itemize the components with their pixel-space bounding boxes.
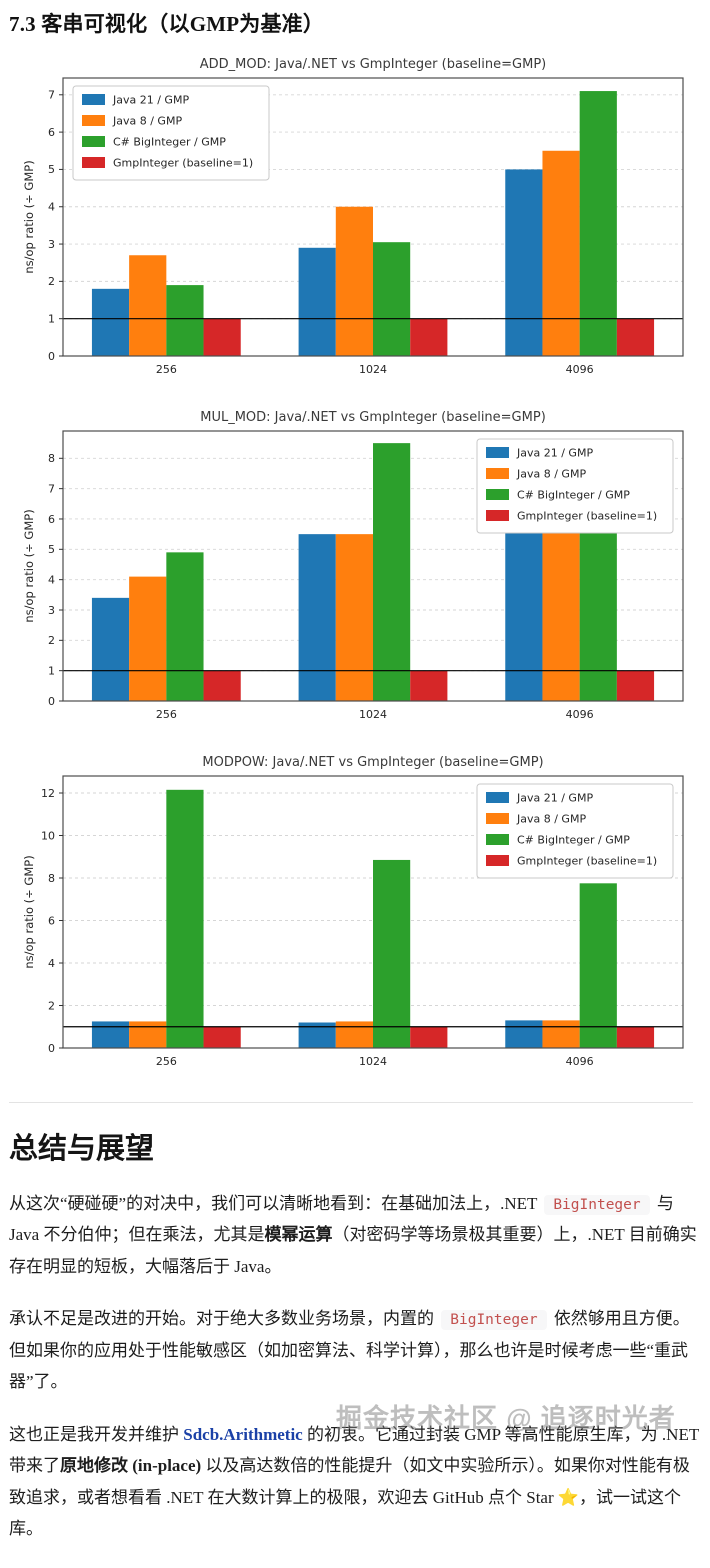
chart-modpow: MODPOW: Java/.NET vs GmpInteger (baselin… [21,752,701,1076]
text-run: 与 Java 不分伯仲；但在乘法，尤其是 [9,1194,674,1245]
svg-text:ADD_MOD: Java/.NET vs GmpInteg: ADD_MOD: Java/.NET vs GmpInteger (baseli… [200,57,546,72]
plot-border [62,430,684,702]
plot-border [62,775,684,1049]
summary-body: 从这次“硬碰硬”的对决中，我们可以清晰地看到：在基础加法上，.NET BigIn… [9,1188,701,1544]
mul-mod-chart: MUL_MOD: Java/.NET vs GmpInteger (baseli… [22,410,684,721]
svg-text:10: 10 [41,829,55,842]
text-run: 这也正是我开发并维护 [9,1424,184,1444]
svg-text:6: 6 [48,914,55,927]
svg-text:4: 4 [48,573,55,586]
svg-text:GmpInteger (baseline=1): GmpInteger (baseline=1) [517,510,657,523]
y-axis: 0 1 2 3 4 5 6 7 [48,89,63,363]
svg-text:Java 8 / GMP: Java 8 / GMP [516,468,586,481]
inline-link[interactable]: Sdcb.Arithmetic [183,1424,303,1444]
svg-text:7: 7 [48,89,55,102]
inline-code: BigInteger [544,1195,650,1215]
svg-text:4: 4 [48,957,55,970]
section-divider [9,1102,693,1103]
svg-text:C# BigInteger / GMP: C# BigInteger / GMP [113,136,226,149]
svg-text:Java 8 / GMP: Java 8 / GMP [112,115,182,128]
svg-text:4096: 4096 [566,708,594,721]
summary-paragraph-2: 承认不足是改进的开始。对于绝大多数业务场景，内置的 BigInteger 依然够… [9,1303,701,1397]
summary-paragraph-3: 这也正是我开发并维护 Sdcb.Arithmetic 的初衷。它通过封装 GMP… [9,1419,701,1545]
text-run: 承认不足是改进的开始。对于绝大多数业务场景，内置的 [9,1309,439,1329]
text-run: （对密码学等场景极其重要）上，.NET 目前确实存在明显的短板，大幅落后于 Ja… [9,1225,697,1276]
svg-text:256: 256 [156,1055,177,1068]
svg-text:8: 8 [48,452,55,465]
modpow-chart: MODPOW: Java/.NET vs GmpInteger (baselin… [22,755,684,1068]
svg-text:8: 8 [48,872,55,885]
svg-text:1024: 1024 [359,708,387,721]
svg-text:ns/op ratio (÷ GMP): ns/op ratio (÷ GMP) [22,160,36,273]
svg-text:2: 2 [48,999,55,1012]
svg-text:C# BigInteger / GMP: C# BigInteger / GMP [517,834,630,847]
summary-heading: 总结与展望 [9,1133,155,1165]
svg-text:Java 21 / GMP: Java 21 / GMP [112,94,189,107]
plot-border [62,77,684,357]
svg-text:256: 256 [156,363,177,376]
svg-text:GmpInteger (baseline=1): GmpInteger (baseline=1) [517,855,657,868]
svg-text:256: 256 [156,708,177,721]
bars [91,789,655,1048]
legend: Java 21 / GMP Java 8 / GMP C# BigInteger /… [476,783,674,879]
add-mod-chart: ADD_MOD: Java/.NET vs GmpInteger (baseli… [22,57,684,376]
svg-text:6: 6 [48,513,55,526]
svg-text:C# BigInteger / GMP: C# BigInteger / GMP [517,489,630,502]
svg-text:MUL_MOD: Java/.NET vs GmpInteg: MUL_MOD: Java/.NET vs GmpInteger (baseli… [200,410,546,425]
svg-text:3: 3 [48,238,55,251]
svg-text:0: 0 [48,1042,55,1055]
svg-text:6: 6 [48,126,55,139]
svg-text:3: 3 [48,604,55,617]
svg-text:1: 1 [48,312,55,325]
svg-text:4096: 4096 [566,363,594,376]
svg-text:5: 5 [48,543,55,556]
legend: Java 21 / GMP Java 8 / GMP C# BigInteger /… [72,85,270,181]
charts-section: ADD_MOD: Java/.NET vs GmpInteger (baseli… [21,50,701,1076]
svg-text:2: 2 [48,634,55,647]
svg-text:0: 0 [48,695,55,708]
svg-text:4096: 4096 [566,1055,594,1068]
svg-text:7: 7 [48,482,55,495]
svg-text:MODPOW: Java/.NET vs GmpIntege: MODPOW: Java/.NET vs GmpInteger (baselin… [202,755,543,770]
svg-text:1024: 1024 [359,363,387,376]
bars [91,91,655,357]
chart-add-mod: ADD_MOD: Java/.NET vs GmpInteger (baseli… [21,50,701,384]
summary-paragraph-1: 从这次“硬碰硬”的对决中，我们可以清晰地看到：在基础加法上，.NET BigIn… [9,1188,701,1282]
legend: Java 21 / GMP Java 8 / GMP C# BigInteger /… [476,438,674,534]
svg-text:ns/op ratio (÷ GMP): ns/op ratio (÷ GMP) [22,509,36,622]
svg-text:1024: 1024 [359,1055,387,1068]
text-run: 从这次“硬碰硬”的对决中，我们可以清晰地看到：在基础加法上，.NET [9,1194,542,1213]
svg-text:5: 5 [48,163,55,176]
svg-text:2: 2 [48,275,55,288]
page-title: 7.3 客串可视化（以GMP为基准） [9,12,325,36]
chart-mul-mod: MUL_MOD: Java/.NET vs GmpInteger (baseli… [21,407,701,729]
bold-text: 模幂运算 [264,1225,333,1245]
svg-text:0: 0 [48,350,55,363]
inline-code: BigInteger [441,1310,547,1331]
svg-text:Java 21 / GMP: Java 21 / GMP [516,792,593,805]
y-axis: 0 1 2 3 4 5 6 7 8 [48,452,63,708]
svg-text:GmpInteger (baseline=1): GmpInteger (baseline=1) [113,157,253,170]
svg-text:ns/op ratio (÷ GMP): ns/op ratio (÷ GMP) [22,855,36,968]
svg-text:Java 8 / GMP: Java 8 / GMP [516,813,586,826]
y-axis: 0 2 4 6 8 10 12 [41,787,63,1055]
svg-text:1: 1 [48,664,55,677]
text-run: 依然够用且方便。但如果你的应用处于性能敏感区（如加密算法、科学计算），那么也许是… [9,1309,690,1392]
svg-text:4: 4 [48,201,55,214]
svg-text:Java 21 / GMP: Java 21 / GMP [516,447,593,460]
svg-text:12: 12 [41,787,55,800]
